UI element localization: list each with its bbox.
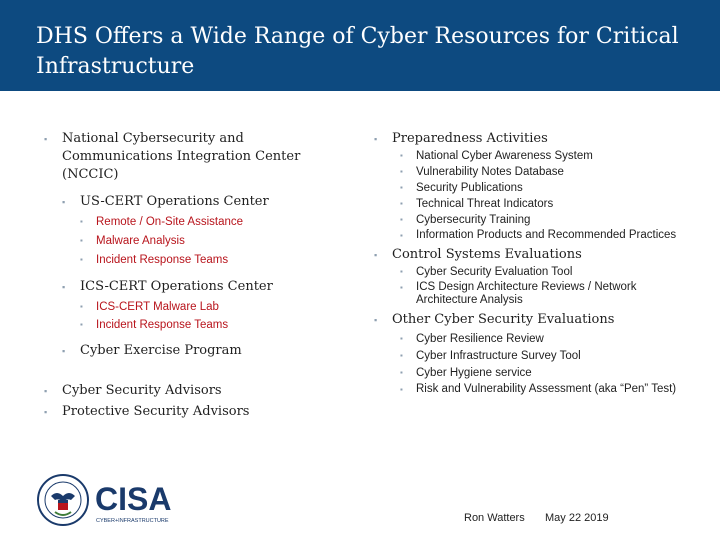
bullet-icon: ▪ bbox=[374, 250, 378, 260]
bullet-icon: ▪ bbox=[80, 255, 83, 264]
right-column: ▪ Preparedness Activities ▪ National Cyb… bbox=[374, 130, 694, 396]
uscert-sublist: ▪ Remote / On-Site Assistance ▪ Malware … bbox=[80, 214, 354, 271]
bullet-icon: ▪ bbox=[80, 217, 83, 226]
footer-date: May 22 2019 bbox=[545, 512, 609, 524]
list-item: ▪ Risk and Vulnerability Assessment (aka… bbox=[400, 382, 694, 396]
bullet-icon: ▪ bbox=[400, 151, 403, 160]
bullet-icon: ▪ bbox=[400, 215, 403, 224]
bullet-icon: ▪ bbox=[374, 315, 378, 325]
bullet-icon: ▪ bbox=[400, 267, 403, 276]
item-label: ICS Design Architecture Reviews / Networ… bbox=[416, 281, 637, 306]
list-item: ▪ Information Products and Recommended P… bbox=[400, 228, 694, 242]
list-item: ▪ Malware Analysis bbox=[80, 233, 354, 252]
item-label: Technical Threat Indicators bbox=[416, 198, 554, 210]
item-label: Cyber Exercise Program bbox=[80, 343, 242, 358]
list-item: ▪ Vulnerability Notes Database bbox=[400, 164, 694, 180]
bullet-icon: ▪ bbox=[80, 320, 83, 329]
bullet-icon: ▪ bbox=[62, 346, 66, 356]
list-item-advisor: ▪ Protective Security Advisors bbox=[44, 403, 354, 421]
item-label: Incident Response Teams bbox=[96, 319, 229, 331]
item-label: Cybersecurity Training bbox=[416, 214, 531, 226]
item-label: ICS-CERT Operations Center bbox=[80, 279, 273, 294]
item-label: Cyber Security Advisors bbox=[62, 383, 222, 398]
dhs-seal-logo bbox=[37, 474, 89, 526]
svg-text:CYBER+INFRASTRUCTURE: CYBER+INFRASTRUCTURE bbox=[96, 518, 169, 524]
preparedness-sublist: ▪ National Cyber Awareness System ▪ Vuln… bbox=[400, 148, 694, 242]
item-label: Control Systems Evaluations bbox=[392, 247, 582, 262]
item-label: Malware Analysis bbox=[96, 235, 185, 247]
bullet-icon: ▪ bbox=[44, 407, 48, 417]
item-label: National Cyber Awareness System bbox=[416, 150, 593, 162]
cisa-logo: CISA CYBER+INFRASTRUCTURE bbox=[95, 481, 171, 524]
bullet-icon: ▪ bbox=[400, 351, 403, 360]
icscert-sublist: ▪ ICS-CERT Malware Lab ▪ Incident Respon… bbox=[80, 299, 354, 335]
list-item-icscert: ▪ ICS-CERT Operations Center bbox=[62, 278, 354, 296]
item-label: Cyber Hygiene service bbox=[416, 367, 532, 379]
svg-text:CISA: CISA bbox=[95, 481, 171, 517]
item-label: Cyber Resilience Review bbox=[416, 333, 544, 345]
list-item-preparedness: ▪ Preparedness Activities bbox=[374, 130, 694, 148]
item-label: Cyber Infrastructure Survey Tool bbox=[416, 350, 581, 362]
list-item: ▪ Cybersecurity Training bbox=[400, 212, 694, 228]
list-item: ▪ Remote / On-Site Assistance bbox=[80, 214, 354, 233]
list-item-control: ▪ Control Systems Evaluations bbox=[374, 246, 694, 264]
bullet-icon: ▪ bbox=[62, 282, 66, 292]
item-label: Protective Security Advisors bbox=[62, 404, 250, 419]
item-label: Other Cyber Security Evaluations bbox=[392, 312, 615, 327]
control-sublist: ▪ Cyber Security Evaluation Tool ▪ ICS D… bbox=[400, 264, 694, 307]
bullet-icon: ▪ bbox=[44, 386, 48, 396]
list-item-exercise: ▪ Cyber Exercise Program bbox=[62, 342, 354, 360]
bullet-icon: ▪ bbox=[400, 385, 403, 394]
item-label: Vulnerability Notes Database bbox=[416, 166, 564, 178]
item-label: Incident Response Teams bbox=[96, 254, 229, 266]
bullet-icon: ▪ bbox=[44, 134, 48, 144]
item-label: ICS-CERT Malware Lab bbox=[96, 301, 219, 313]
slide-title: DHS Offers a Wide Range of Cyber Resourc… bbox=[36, 24, 679, 79]
bullet-icon: ▪ bbox=[62, 197, 66, 207]
item-label: Cyber Security Evaluation Tool bbox=[416, 266, 573, 278]
footer-author: Ron Watters bbox=[464, 512, 525, 524]
list-item: ▪ Technical Threat Indicators bbox=[400, 196, 694, 212]
list-item-uscert: ▪ US-CERT Operations Center bbox=[62, 193, 354, 211]
bullet-icon: ▪ bbox=[400, 167, 403, 176]
other-sublist: ▪ Cyber Resilience Review ▪ Cyber Infras… bbox=[400, 331, 694, 396]
item-label: Remote / On-Site Assistance bbox=[96, 216, 244, 228]
list-item: ▪ Cyber Infrastructure Survey Tool bbox=[400, 348, 694, 365]
list-item: ▪ Cyber Resilience Review bbox=[400, 331, 694, 348]
item-label: Risk and Vulnerability Assessment (aka “… bbox=[416, 383, 677, 395]
bullet-icon: ▪ bbox=[400, 183, 403, 192]
bullet-icon: ▪ bbox=[400, 199, 403, 208]
list-item: ▪ Security Publications bbox=[400, 180, 694, 196]
item-label: US-CERT Operations Center bbox=[80, 194, 269, 209]
list-item: ▪ Cyber Security Evaluation Tool bbox=[400, 264, 694, 280]
list-item-other: ▪ Other Cyber Security Evaluations bbox=[374, 311, 694, 329]
title-bar: DHS Offers a Wide Range of Cyber Resourc… bbox=[0, 0, 720, 91]
list-item: ▪ Cyber Hygiene service bbox=[400, 365, 694, 382]
item-label: National Cybersecurity and Communication… bbox=[62, 131, 301, 182]
list-item-nccic: ▪ National Cybersecurity and Communicati… bbox=[44, 130, 354, 184]
list-item: ▪ ICS-CERT Malware Lab bbox=[80, 299, 354, 317]
bullet-icon: ▪ bbox=[400, 368, 403, 377]
bullet-icon: ▪ bbox=[400, 334, 403, 343]
list-item-advisor: ▪ Cyber Security Advisors bbox=[44, 382, 354, 400]
item-label: Information Products and Recommended Pra… bbox=[416, 229, 677, 241]
bullet-icon: ▪ bbox=[400, 231, 403, 240]
bullet-icon: ▪ bbox=[400, 283, 403, 292]
item-label: Security Publications bbox=[416, 182, 523, 194]
list-item: ▪ Incident Response Teams bbox=[80, 317, 354, 335]
list-item: ▪ Incident Response Teams bbox=[80, 252, 354, 271]
list-item: ▪ ICS Design Architecture Reviews / Netw… bbox=[400, 280, 694, 307]
bullet-icon: ▪ bbox=[80, 236, 83, 245]
bullet-icon: ▪ bbox=[374, 134, 378, 144]
bullet-icon: ▪ bbox=[80, 302, 83, 311]
item-label: Preparedness Activities bbox=[392, 131, 548, 146]
list-item: ▪ National Cyber Awareness System bbox=[400, 148, 694, 164]
left-column: ▪ National Cybersecurity and Communicati… bbox=[44, 130, 354, 421]
